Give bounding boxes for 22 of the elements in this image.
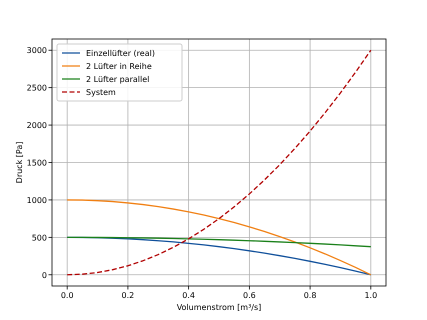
y-tick-label: 1500 bbox=[26, 158, 47, 168]
x-tick-label: 0.6 bbox=[242, 291, 256, 300]
legend-label: System bbox=[86, 88, 116, 97]
y-tick-label: 3000 bbox=[26, 46, 47, 56]
x-tick-label: 0.0 bbox=[60, 291, 74, 300]
y-axis-title: Druck [Pa] bbox=[15, 142, 24, 184]
x-tick-label: 0.4 bbox=[182, 291, 196, 300]
y-tick-label: 1000 bbox=[26, 196, 47, 205]
x-tick-label: 0.8 bbox=[304, 291, 316, 300]
legend-label: 2 Lüfter parallel bbox=[86, 75, 150, 84]
line-series bbox=[66, 50, 372, 276]
legend-label: 2 Lüfter in Reihe bbox=[86, 62, 152, 71]
x-tick-label: 1.0 bbox=[364, 291, 378, 300]
y-tick-label: 2000 bbox=[26, 121, 47, 130]
y-tick-label: 0 bbox=[42, 270, 47, 280]
legend-label: Einzellüfter (real) bbox=[86, 49, 155, 58]
x-axis-title: Volumenstrom [m³/s] bbox=[176, 303, 262, 312]
line-series bbox=[66, 236, 372, 248]
y-tick-label: 500 bbox=[32, 233, 47, 242]
y-tick-label: 2500 bbox=[26, 84, 47, 93]
line-series bbox=[66, 199, 372, 276]
x-tick-label: 0.2 bbox=[122, 291, 134, 300]
